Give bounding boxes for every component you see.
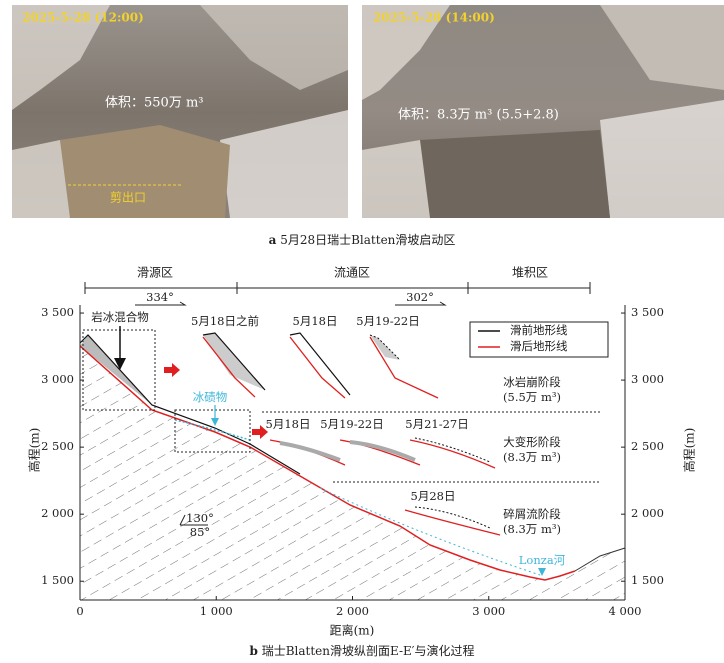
caption: a 5月28日瑞士Blatten滑坡启动区: [269, 233, 456, 247]
x-tick-label: 3 000: [472, 604, 505, 618]
stage-name: 冰岩崩阶段: [503, 375, 561, 389]
stage-volume: (5.5万 m³): [503, 390, 561, 404]
y-tick-label: 2 000: [41, 506, 74, 520]
annotations: 岩冰混合物 冰碛物 5月18日之前 5月18日 5月19-22日 5月18日 5…: [91, 310, 565, 567]
angle-label: 130°: [186, 511, 214, 525]
y2-tick-label: 2 500: [631, 439, 664, 453]
y2-tick-label: 3 000: [631, 372, 664, 386]
photo-right: 2025-5-28 (14:00) 体积：8.3万 m³ (5.5+2.8): [362, 5, 724, 218]
date-label: 5月19-22日: [320, 417, 383, 431]
stage-name: 大变形阶段: [503, 435, 561, 449]
y-axis-label: 高程(m): [27, 428, 42, 473]
timestamp: 2025-5-28 (14:00): [373, 11, 495, 25]
stage-volume: (8.3万 m³): [503, 522, 561, 536]
volume-label: 体积：550万 m³: [105, 96, 203, 111]
x-tick-label: 2 000: [336, 604, 369, 618]
river-label: Lonza河: [519, 553, 566, 567]
material-label: 岩冰混合物: [91, 310, 149, 324]
caption: b 瑞士Blatten滑坡纵剖面E-E′与演化过程: [249, 643, 474, 658]
y2-tick-label: 1 500: [631, 573, 664, 587]
y-tick-label: 1 500: [41, 573, 74, 587]
y-tick-label: 2 500: [41, 439, 74, 453]
y-tick-label: 3 500: [41, 305, 74, 319]
axes: 高程(m) 高程(m) 距离(m) 1 500 1 500 2 000 2 000 2 …: [27, 305, 697, 638]
zone-bar: 滑源区 流通区 堆积区 334° 302°: [84, 266, 591, 306]
date-label: 5月18日: [293, 314, 338, 328]
stage-volume: (8.3万 m³): [503, 450, 561, 464]
date-label: 5月19-22日: [356, 314, 419, 328]
caption-text: 瑞士Blatten滑坡纵剖面E-E′与演化过程: [262, 643, 475, 658]
caption-text: 5月28日瑞士Blatten滑坡启动区: [280, 233, 455, 247]
angle-label: 85°: [190, 525, 210, 539]
zone-label: 堆积区: [512, 266, 548, 280]
stage-name: 碎屑流阶段: [503, 507, 561, 521]
volume-label: 体积：8.3万 m³ (5.5+2.8): [398, 108, 559, 123]
mini-profiles: [202, 332, 501, 536]
x-tick-label: 4 000: [609, 604, 642, 618]
zone-label: 流通区: [334, 266, 370, 280]
timestamp: 2025-5-28 (12:00): [22, 11, 144, 25]
caption-label: b: [249, 644, 257, 658]
legend: 滑前地形线 滑后地形线: [469, 321, 609, 358]
caption-label: a: [269, 233, 277, 247]
y2-axis-label: 高程(m): [682, 428, 697, 473]
zone-label: 滑源区: [137, 266, 173, 280]
x-tick-label: 0: [76, 604, 83, 618]
y-tick-label: 3 000: [41, 372, 74, 386]
material-label: 冰碛物: [193, 390, 228, 404]
direction: 302°: [406, 290, 434, 304]
date-label: 5月18日之前: [191, 314, 259, 328]
date-label: 5月21-27日: [405, 417, 468, 431]
photo-left: 2025-5-28 (12:00) 体积：550万 m³ 剪出口: [12, 5, 348, 218]
date-label: 5月28日: [411, 489, 456, 503]
photo-label: 剪出口: [110, 190, 146, 205]
legend-label: 滑后地形线: [510, 339, 568, 353]
x-tick-label: 1 000: [200, 604, 233, 618]
x-axis-label: 距离(m): [330, 623, 375, 638]
legend-label: 滑前地形线: [510, 323, 568, 337]
date-label: 5月18日: [266, 417, 311, 431]
y2-tick-label: 2 000: [631, 506, 664, 520]
direction: 334°: [146, 290, 174, 304]
y2-tick-label: 3 500: [631, 305, 664, 319]
